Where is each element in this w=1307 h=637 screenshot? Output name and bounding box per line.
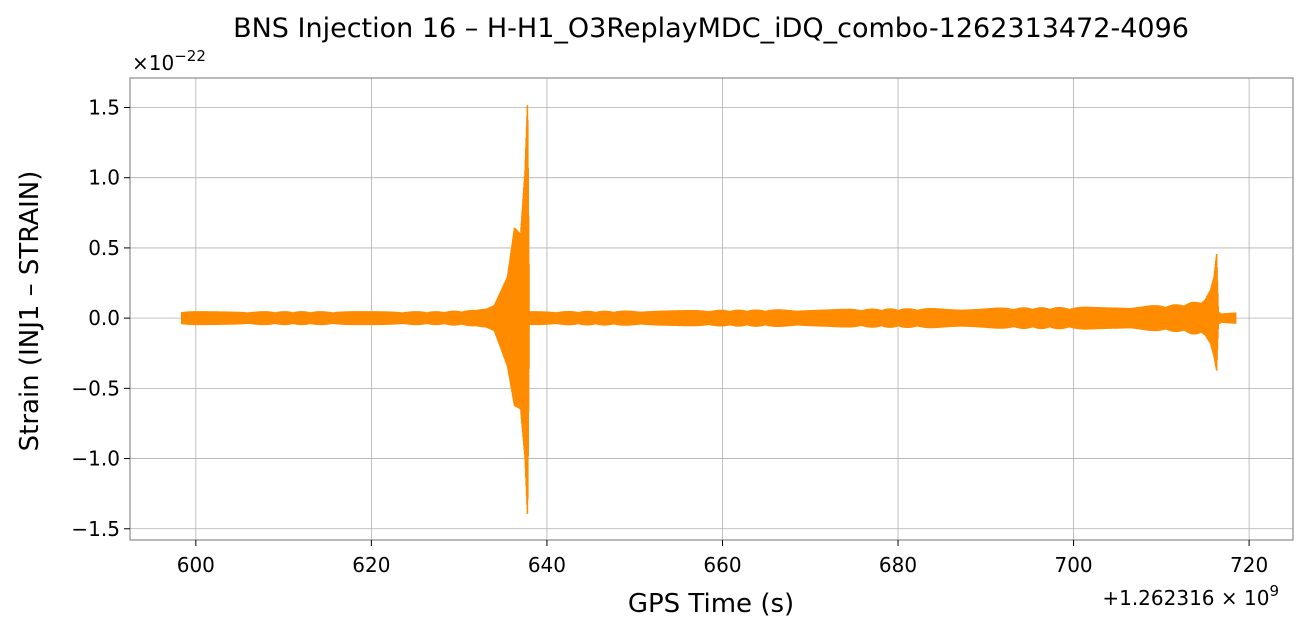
x-tick-label: 680	[879, 553, 917, 577]
strain-series-line	[180, 105, 1237, 514]
y-tick-label: 1.0	[88, 166, 120, 190]
y-tick-label: −1.0	[71, 447, 120, 471]
data-series	[180, 105, 1237, 514]
y-tick-label: 0.5	[88, 236, 120, 260]
x-axis-label: GPS Time (s)	[628, 589, 794, 619]
y-scale-factor: ×10−22	[132, 47, 206, 75]
chart-title: BNS Injection 16 – H-H1_O3ReplayMDC_iDQ_…	[233, 13, 1189, 44]
y-tick-label: 1.5	[88, 95, 120, 119]
y-tick-label: −1.5	[71, 517, 120, 541]
x-offset-label: +1.262316 × 109	[1102, 582, 1279, 610]
x-tick-label: 720	[1230, 553, 1268, 577]
x-tick-label: 660	[703, 553, 741, 577]
y-axis-label: Strain (INJ1 – STRAIN)	[15, 171, 45, 452]
x-tick-label: 620	[352, 553, 390, 577]
axis-ticks: 600 620 640 660 680 700 720 −1.5 −1.0 −0.5 0.0 0.5 1…	[71, 95, 1268, 577]
x-tick-label: 600	[177, 553, 215, 577]
plot-frame	[129, 77, 1294, 541]
x-tick-label: 640	[528, 553, 566, 577]
y-tick-label: 0.0	[88, 306, 120, 330]
x-tick-label: 700	[1054, 553, 1092, 577]
y-tick-label: −0.5	[71, 376, 120, 400]
